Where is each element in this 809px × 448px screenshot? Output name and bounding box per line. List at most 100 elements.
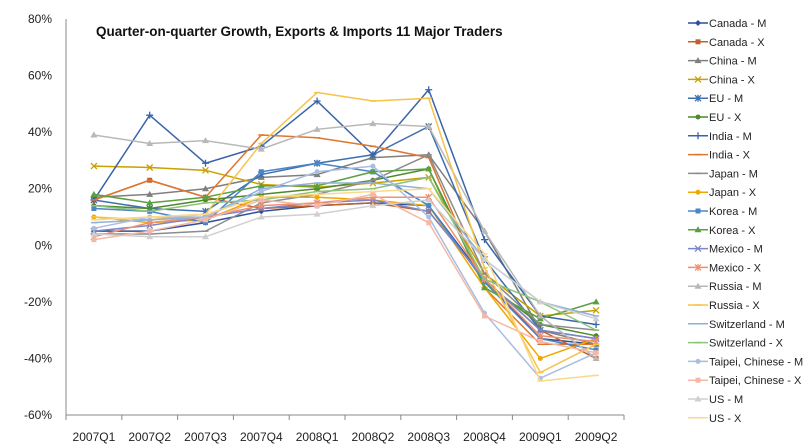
data-point — [90, 190, 98, 197]
legend-marker — [695, 208, 701, 214]
legend-item[interactable]: Canada - X — [688, 37, 765, 49]
series-japan-m — [90, 154, 600, 331]
legend-item[interactable]: Russia - X — [688, 300, 760, 312]
y-tick-label: 80% — [28, 12, 52, 26]
legend-item[interactable]: Russia - M — [688, 281, 762, 293]
legend-item[interactable]: Taipei, Chinese - X — [688, 375, 802, 387]
legend-marker — [695, 377, 701, 383]
legend-label: Switzerland - X — [709, 338, 784, 350]
data-point — [536, 298, 544, 305]
legend-marker — [694, 57, 702, 64]
series-taipei-chinese-x — [91, 191, 599, 356]
legend-item[interactable]: India - X — [688, 150, 751, 162]
data-point — [370, 163, 376, 169]
legend-label: India - X — [709, 150, 751, 162]
legend-item[interactable]: Japan - M — [688, 168, 758, 180]
data-point — [426, 203, 432, 209]
data-point — [203, 220, 208, 226]
legend-marker — [694, 94, 702, 102]
data-point — [536, 332, 544, 340]
legend-label: Taipei, Chinese - X — [709, 375, 802, 387]
data-point — [146, 139, 154, 146]
legend-label: Korea - X — [709, 225, 756, 237]
data-point — [369, 120, 377, 127]
data-point — [481, 255, 488, 262]
series-china-x — [90, 162, 600, 320]
data-point — [425, 86, 433, 94]
legend-marker — [694, 395, 702, 402]
data-point — [90, 230, 98, 237]
legend-label: Japan - M — [709, 168, 758, 180]
legend-label: Canada - X — [709, 37, 765, 49]
data-point — [592, 320, 600, 328]
legend-label: Russia - M — [709, 281, 762, 293]
legend-item[interactable]: Mexico - M — [688, 244, 763, 256]
legend-item[interactable]: US - M — [688, 394, 743, 406]
legend-item[interactable]: China - X — [688, 74, 756, 86]
data-point — [257, 202, 265, 210]
legend-label: US - X — [709, 413, 742, 425]
data-point — [369, 151, 377, 159]
data-point — [202, 193, 209, 200]
legend-item[interactable]: Switzerland - X — [688, 338, 784, 350]
legend-label: Taipei, Chinese - M — [709, 356, 803, 368]
legend-item[interactable]: China - M — [688, 56, 757, 68]
data-point — [202, 137, 209, 144]
series-line — [93, 154, 597, 331]
legend-item[interactable]: US - X — [688, 413, 742, 425]
data-point — [536, 312, 544, 319]
data-point — [314, 160, 320, 166]
legend-item[interactable]: Japan - X — [688, 187, 757, 199]
series-switzerland-x — [90, 176, 600, 331]
legend-marker — [695, 358, 701, 364]
legend-marker — [694, 132, 702, 140]
legend-item[interactable]: EU - M — [688, 93, 743, 105]
x-tick-label: 2008Q3 — [407, 430, 450, 444]
legend-label: India - M — [709, 131, 752, 143]
series-line — [93, 199, 597, 320]
y-tick-label: 60% — [28, 69, 52, 83]
data-point — [91, 237, 97, 243]
data-point — [257, 145, 265, 152]
legend-label: Switzerland - M — [709, 319, 785, 331]
series-india-m — [90, 86, 600, 328]
series-line — [93, 122, 597, 360]
legend-label: EU - X — [709, 112, 742, 124]
legend-item[interactable]: EU - X — [688, 112, 742, 124]
series-switzerland-m — [90, 182, 600, 317]
data-point — [425, 196, 433, 203]
data-point — [258, 169, 264, 175]
data-point — [257, 213, 265, 220]
data-point — [314, 203, 320, 209]
data-point — [146, 233, 154, 240]
legend-marker — [694, 75, 702, 83]
data-point — [592, 306, 600, 314]
legend-item[interactable]: Mexico - X — [688, 262, 762, 274]
legend-label: EU - M — [709, 93, 743, 105]
y-tick-label: -40% — [24, 351, 52, 365]
y-tick-label: -20% — [24, 295, 52, 309]
data-point — [258, 189, 264, 195]
data-point — [425, 207, 433, 215]
x-tick-label: 2007Q1 — [73, 430, 116, 444]
data-point — [592, 298, 600, 305]
legend-label: US - M — [709, 394, 743, 406]
legend-item[interactable]: Korea - X — [688, 225, 756, 237]
x-tick-label: 2007Q3 — [184, 430, 227, 444]
legend-marker — [695, 20, 701, 26]
legend-marker — [695, 189, 701, 195]
y-tick-label: 0% — [35, 238, 53, 252]
data-point — [258, 197, 264, 203]
legend-item[interactable]: Canada - M — [688, 18, 766, 30]
data-point — [592, 354, 600, 361]
legend-item[interactable]: Korea - M — [688, 206, 757, 218]
data-point — [257, 182, 265, 189]
series-us-x — [90, 187, 600, 382]
data-point — [90, 131, 98, 138]
data-point — [313, 210, 321, 217]
series-line — [93, 202, 597, 346]
legend-item[interactable]: Taipei, Chinese - M — [688, 356, 803, 368]
data-point — [593, 347, 599, 353]
legend-item[interactable]: Switzerland - M — [688, 319, 785, 331]
legend-item[interactable]: India - M — [688, 131, 752, 143]
